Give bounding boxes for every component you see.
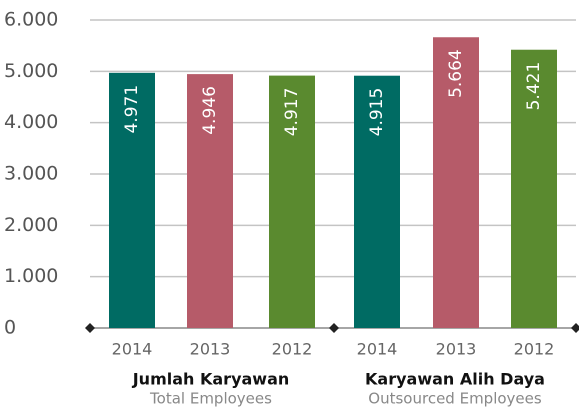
value-label: 5.421 (524, 62, 544, 111)
y-tick-label: 1.000 (4, 265, 58, 287)
axis-marker (329, 323, 339, 333)
bar (511, 49, 557, 329)
x-tick-label: 2013 (190, 340, 231, 359)
y-tick-label: 6.000 (4, 9, 58, 31)
value-label: 4.915 (367, 88, 387, 137)
group-subtitle: Total Employees (149, 390, 272, 407)
y-tick-label: 3.000 (4, 163, 58, 185)
x-tick-label: 2012 (272, 340, 313, 359)
value-label: 4.917 (282, 88, 302, 137)
group-name: Karyawan Alih Daya (365, 370, 545, 389)
bar (433, 37, 479, 329)
x-tick-label: 2014 (112, 340, 153, 359)
x-tick-label: 2014 (357, 340, 398, 359)
y-tick-label: 0 (4, 317, 16, 339)
group-subtitle: Outsourced Employees (368, 390, 542, 407)
group-name: Jumlah Karyawan (132, 370, 290, 389)
x-tick-label: 2012 (514, 340, 555, 359)
bar (187, 74, 233, 328)
value-label: 4.971 (122, 85, 142, 134)
axis-marker (85, 323, 95, 333)
y-tick-label: 2.000 (4, 214, 58, 236)
value-label: 4.946 (200, 86, 220, 135)
y-tick-label: 4.000 (4, 111, 58, 133)
y-tick-label: 5.000 (4, 60, 58, 82)
bar (354, 75, 400, 329)
bar (109, 72, 155, 329)
x-tick-label: 2013 (436, 340, 477, 359)
bar (269, 75, 315, 329)
axis-marker (571, 323, 579, 333)
value-label: 5.664 (446, 49, 466, 98)
